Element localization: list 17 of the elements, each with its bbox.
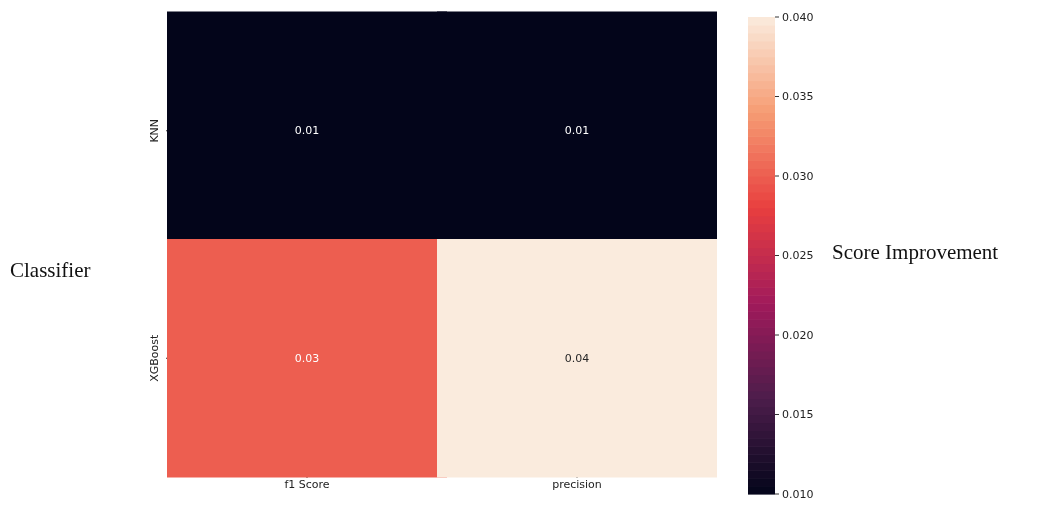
color-bar-label: 0.020 [782, 328, 814, 342]
y-axis-title: Classifier [10, 258, 91, 282]
color-bar-label: 0.015 [782, 408, 814, 421]
y-tick-label: XGBoost [148, 334, 161, 382]
color-bar-label: 0.010 [782, 487, 814, 501]
color-bar-label: 0.030 [782, 169, 814, 183]
data-label: 0.03 [294, 351, 320, 365]
color-bar-label: 0.035 [782, 90, 814, 103]
x-tick-label: f1 Score [284, 477, 330, 491]
x-tick-label: precision [552, 477, 602, 491]
data-label: 0.04 [564, 351, 590, 365]
data-label: 0.01 [564, 124, 590, 138]
color-bar-label: 0.040 [782, 10, 814, 24]
y-tick-label: KNN [148, 118, 161, 143]
data-label: 0.01 [294, 124, 320, 138]
color-bar-label: 0.025 [782, 249, 814, 262]
color-bar-title: Score Improvement [832, 240, 999, 264]
